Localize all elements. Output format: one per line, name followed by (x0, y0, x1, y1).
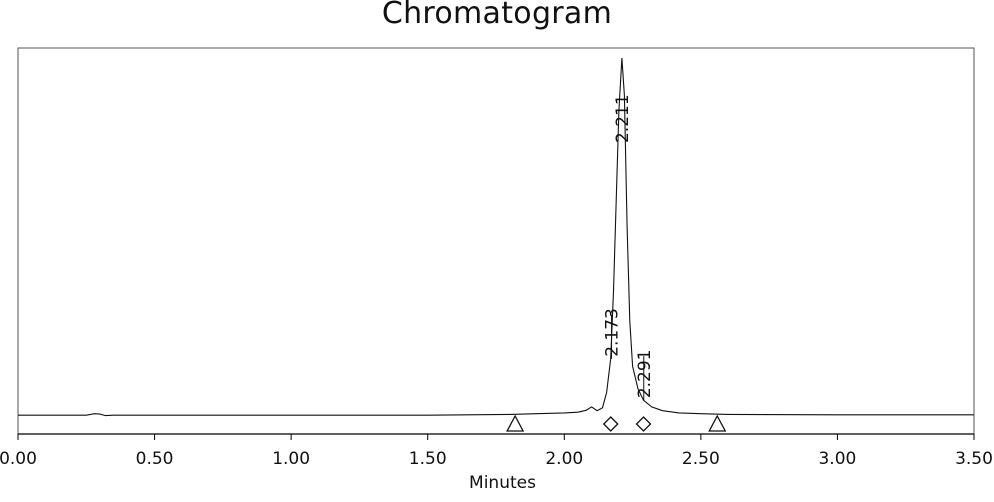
x-tick-label: 3.50 (955, 449, 993, 469)
x-tick-label: 2.00 (545, 449, 583, 469)
x-axis-label: Minutes (469, 473, 536, 493)
x-tick-label: 0.00 (0, 449, 37, 469)
x-tick-label: 0.50 (136, 449, 174, 469)
x-tick-label: 1.50 (409, 449, 447, 469)
plot-frame (17, 47, 975, 435)
x-axis-tick-labels: 0.00 0.50 1.00 1.50 2.00 2.50 3.00 3.50 (0, 449, 993, 469)
x-tick-label: 3.00 (818, 449, 856, 469)
diamond-marker (602, 416, 619, 432)
triangle-marker (506, 414, 525, 432)
peak-label: 2.173 (603, 308, 623, 357)
peak-label: 2.291 (635, 349, 655, 398)
x-tick-label: 1.00 (272, 449, 310, 469)
chart-title: Chromatogram (381, 0, 613, 31)
x-axis-ticks (17, 434, 975, 440)
peak-label-leaders (611, 314, 645, 401)
peak-labels: 2.211 2.173 2.291 (603, 94, 655, 398)
integration-markers (506, 414, 727, 432)
diamond-marker (635, 416, 652, 432)
chromatogram-trace (18, 57, 974, 417)
x-tick-label: 2.50 (682, 449, 720, 469)
triangle-marker (708, 414, 727, 432)
peak-label: 2.211 (613, 94, 633, 143)
